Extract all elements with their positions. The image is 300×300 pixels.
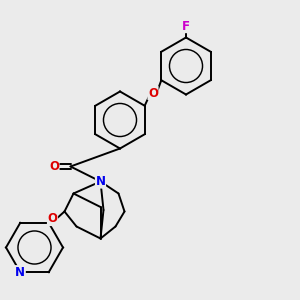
Text: F: F xyxy=(182,20,190,33)
Text: O: O xyxy=(47,212,58,226)
Text: N: N xyxy=(15,266,25,279)
Text: O: O xyxy=(148,86,158,100)
Text: N: N xyxy=(95,175,106,188)
Text: O: O xyxy=(49,160,59,173)
